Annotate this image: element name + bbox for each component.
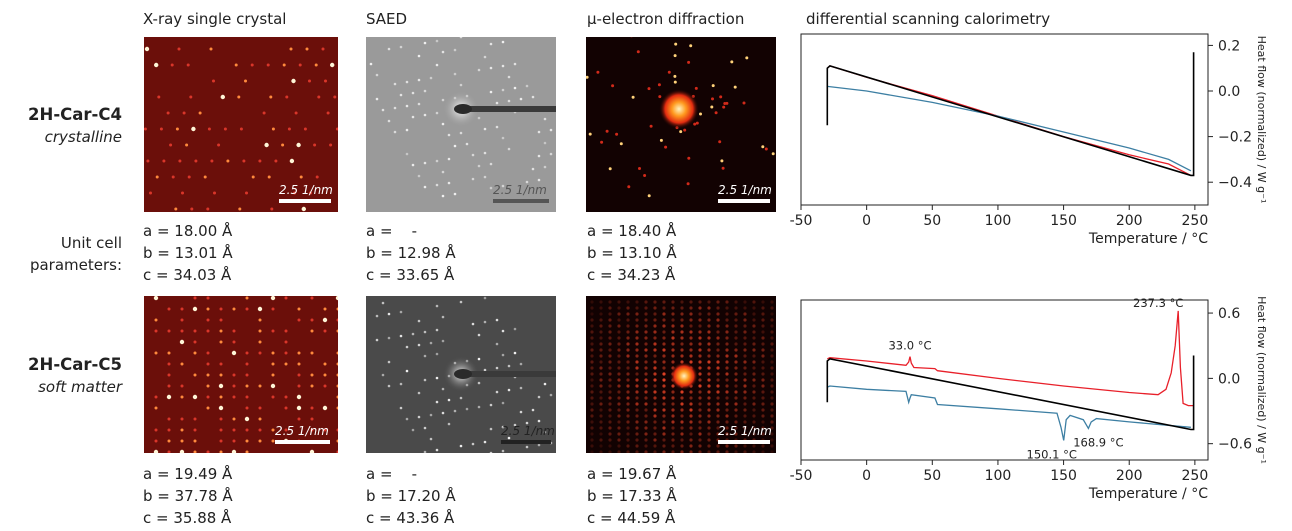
column-title-xray: X-ray single crystal xyxy=(143,10,287,28)
peak-annotation: 150.1 °C xyxy=(1027,447,1077,461)
x-tick-label: 0 xyxy=(862,468,871,484)
scale-label: 2.5 1/nm xyxy=(718,183,772,197)
param-c: c = 34.03 Å xyxy=(143,266,232,284)
scale-bar xyxy=(279,199,331,203)
column-title-ued: μ-electron diffraction xyxy=(587,10,745,28)
x-axis-title: Temperature / °C xyxy=(1088,231,1208,247)
y-tick-label: 0.6 xyxy=(1218,306,1240,322)
blue-curve xyxy=(827,385,1191,441)
ued-pattern-c5: 2.5 1/nm xyxy=(586,296,776,453)
param-a: a = 19.67 Å xyxy=(587,465,677,483)
scale-bar xyxy=(275,440,330,444)
row-label-c4: 2H-Car-C4 xyxy=(28,105,122,124)
x-axis-title: Temperature / °C xyxy=(1088,486,1208,502)
scale-label: 2.5 1/nm xyxy=(493,183,547,197)
y-axis-title: Heat flow (normalized) / W g⁻¹ xyxy=(1255,296,1268,464)
saed-pattern-c4: 2.5 1/nm xyxy=(366,37,556,212)
params-saed-c4: a = - b = 12.98 Å c = 33.65 Å xyxy=(366,220,456,286)
scale-label: 2.5 1/nm xyxy=(501,424,555,438)
ued-pattern-c4: 2.5 1/nm xyxy=(586,37,776,212)
param-c: c = 43.36 Å xyxy=(366,509,455,527)
params-saed-c5: a = - b = 17.20 Å c = 43.36 Å xyxy=(366,463,456,529)
x-tick-label: 200 xyxy=(1116,468,1143,484)
param-b: b = 37.78 Å xyxy=(143,487,233,505)
row-state-c5: soft matter xyxy=(38,378,122,396)
scale-bar xyxy=(718,440,770,444)
y-tick-label: −0.6 xyxy=(1218,437,1252,453)
param-a: a = - xyxy=(366,465,418,483)
plot-frame xyxy=(800,299,1209,461)
params-xray-c4: a = 18.00 Å b = 13.01 Å c = 34.03 Å xyxy=(143,220,233,286)
param-b: b = 12.98 Å xyxy=(366,244,456,262)
x-tick-label: -50 xyxy=(790,213,812,229)
column-title-dsc: differential scanning calorimetry xyxy=(806,10,1051,28)
param-b: b = 17.20 Å xyxy=(366,487,456,505)
param-c: c = 34.23 Å xyxy=(587,266,676,284)
peak-annotation: 168.9 °C xyxy=(1073,435,1123,449)
x-tick-label: 150 xyxy=(1050,468,1077,484)
x-tick-label: 250 xyxy=(1182,468,1209,484)
unit-cell-label-line2: parameters: xyxy=(29,256,122,274)
unit-cell-label: Unit cell parameters: xyxy=(0,232,122,276)
params-ued-c4: a = 18.40 Å b = 13.10 Å c = 34.23 Å xyxy=(587,220,677,286)
scale-label: 2.5 1/nm xyxy=(279,183,333,197)
xray-pattern-c4: 2.5 1/nm xyxy=(144,37,338,212)
x-tick-label: 250 xyxy=(1182,213,1209,229)
scale-bar xyxy=(718,199,770,203)
xray-pattern-c5: 2.5 1/nm xyxy=(144,296,338,453)
x-tick-label: 50 xyxy=(923,213,941,229)
peak-annotation: 33.0 °C xyxy=(888,339,931,353)
y-tick-label: 0.0 xyxy=(1218,371,1240,387)
column-title-saed: SAED xyxy=(366,10,408,28)
param-a: a = 19.49 Å xyxy=(143,465,233,483)
saed-pattern-c5: 2.5 1/nm xyxy=(366,296,556,453)
plot-frame xyxy=(800,33,1209,206)
x-tick-label: 0 xyxy=(862,213,871,229)
scale-bar xyxy=(501,440,551,444)
row-state-c4: crystalline xyxy=(44,128,122,146)
x-tick-label: 100 xyxy=(985,213,1012,229)
dsc-chart-c5: -50 0 50 100 150 200 250 0.6 0.0 −0.6 33.0 °C 237.3… xyxy=(790,296,1268,502)
blue-curve xyxy=(827,85,1192,172)
scale-label: 2.5 1/nm xyxy=(718,424,772,438)
black-curve xyxy=(826,52,1195,177)
params-xray-c5: a = 19.49 Å b = 37.78 Å c = 35.88 Å xyxy=(143,463,233,529)
param-c: c = 33.65 Å xyxy=(366,266,455,284)
black-curve xyxy=(826,355,1195,431)
x-tick-label: 100 xyxy=(985,468,1012,484)
params-ued-c5: a = 19.67 Å b = 17.33 Å c = 44.59 Å xyxy=(587,463,677,529)
scale-label: 2.5 1/nm xyxy=(275,424,329,438)
param-a: a = 18.40 Å xyxy=(587,222,677,240)
param-a: a = 18.00 Å xyxy=(143,222,233,240)
param-b: b = 17.33 Å xyxy=(587,487,677,505)
y-tick-label: −0.2 xyxy=(1218,130,1252,146)
x-tick-label: 150 xyxy=(1050,213,1077,229)
param-c: c = 44.59 Å xyxy=(587,509,676,527)
y-axis-title: Heat flow (normalized) / W g⁻¹ xyxy=(1255,36,1268,204)
y-tick-label: 0.2 xyxy=(1218,38,1240,54)
param-c: c = 35.88 Å xyxy=(143,509,232,527)
x-tick-label: -50 xyxy=(790,468,812,484)
param-b: b = 13.01 Å xyxy=(143,244,233,262)
scale-bar xyxy=(493,199,549,203)
unit-cell-label-line1: Unit cell xyxy=(60,234,122,252)
param-a: a = - xyxy=(366,222,418,240)
row-label-c5: 2H-Car-C5 xyxy=(28,355,122,374)
dsc-chart-c4: -50 0 50 100 150 200 250 0.2 0.0 −0.2 −0.4 Temperat… xyxy=(790,33,1268,247)
peak-annotation: 237.3 °C xyxy=(1133,296,1183,310)
y-tick-label: −0.4 xyxy=(1218,175,1252,191)
param-b: b = 13.10 Å xyxy=(587,244,677,262)
x-tick-label: 200 xyxy=(1116,213,1143,229)
y-tick-label: 0.0 xyxy=(1218,84,1240,100)
red-curve xyxy=(827,310,1194,407)
x-tick-label: 50 xyxy=(923,468,941,484)
